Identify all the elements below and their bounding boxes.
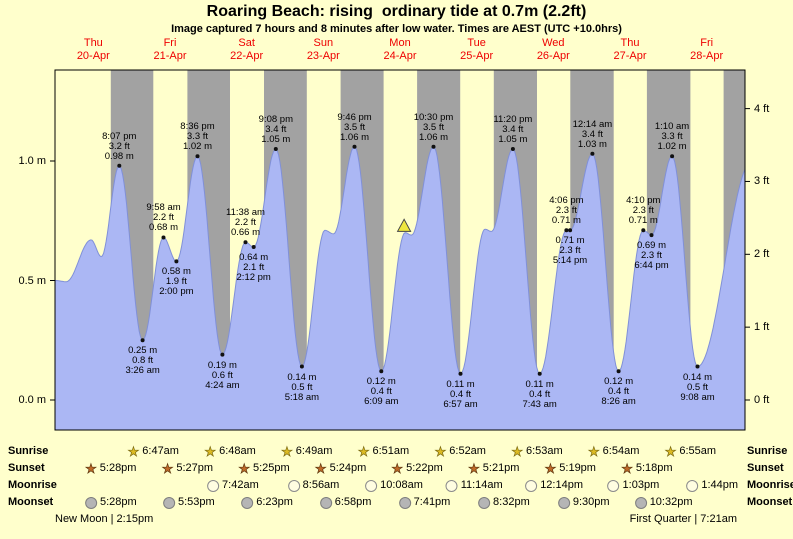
tide-extreme-marker xyxy=(117,163,122,168)
tide-extreme-marker xyxy=(251,245,256,249)
chart-title: Roaring Beach: rising ordinary tide at 0… xyxy=(206,3,587,20)
tide-extreme-marker xyxy=(140,338,145,343)
tide-extreme-marker xyxy=(641,228,646,233)
tide-extreme-marker xyxy=(195,154,200,159)
tide-extreme-marker xyxy=(670,154,675,159)
tide-extreme-marker xyxy=(568,228,573,233)
tide-extreme-marker xyxy=(273,147,278,151)
tide-extreme-marker xyxy=(537,371,542,376)
moon-phase-first-quarter: First Quarter | 7:21am xyxy=(629,513,737,525)
tide-extreme-marker xyxy=(590,151,595,156)
tide-extreme-marker xyxy=(564,228,569,233)
tide-extreme-marker xyxy=(695,364,700,369)
tide-curve-area xyxy=(54,146,746,431)
tide-extreme-marker xyxy=(431,144,436,149)
plot-frame xyxy=(54,69,746,431)
chart-subtitle: Image captured 7 hours and 8 minutes aft… xyxy=(171,23,622,35)
tide-extreme-marker xyxy=(649,233,654,238)
tide-extreme-marker xyxy=(299,364,304,369)
tide-extreme-marker xyxy=(174,259,179,264)
tide-extreme-marker xyxy=(458,371,463,376)
tide-extreme-marker xyxy=(352,144,357,149)
tide-extreme-marker xyxy=(379,369,384,374)
moon-phase-new-moon: New Moon | 2:15pm xyxy=(55,513,154,525)
current-time-marker xyxy=(396,218,412,232)
tide-extreme-marker xyxy=(510,147,515,151)
tide-extreme-marker xyxy=(616,369,621,374)
tide-extreme-marker xyxy=(161,235,166,240)
tide-extreme-marker xyxy=(220,352,225,357)
tide-extreme-marker xyxy=(243,240,248,245)
